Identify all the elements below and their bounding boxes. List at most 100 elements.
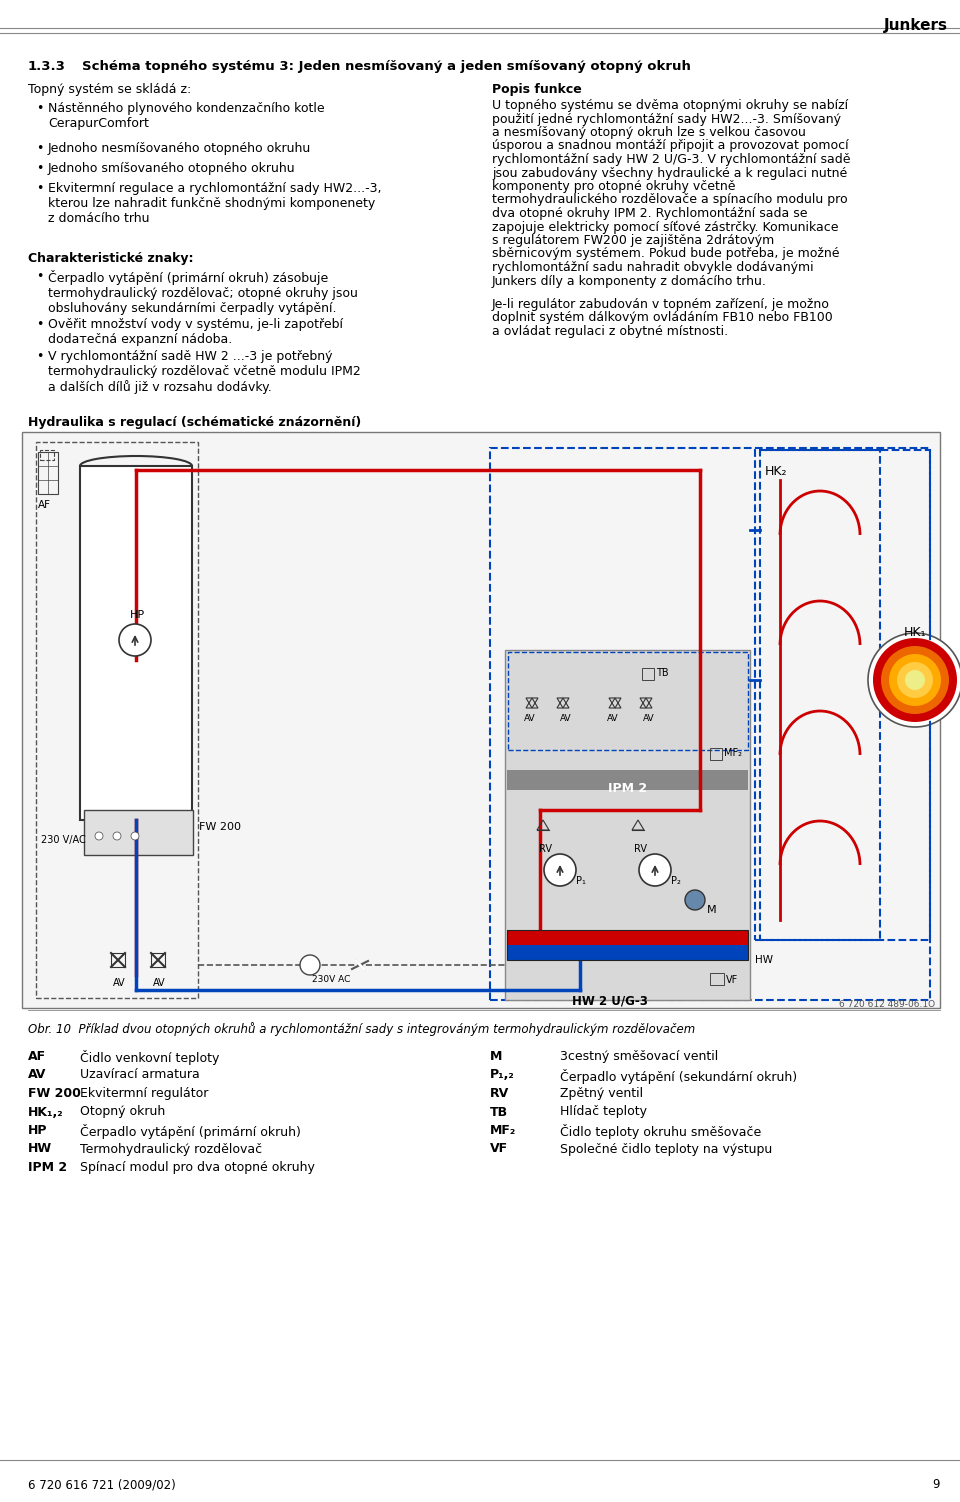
Text: •: • bbox=[36, 270, 43, 282]
Text: •: • bbox=[36, 102, 43, 116]
Bar bbox=[111, 952, 125, 967]
Bar bbox=[490, 448, 930, 1000]
Text: •: • bbox=[36, 318, 43, 330]
Text: sběrnicovým systémem. Pokud bude potřeba, je možné: sběrnicovým systémem. Pokud bude potřeba… bbox=[492, 248, 839, 260]
Circle shape bbox=[113, 832, 121, 840]
Bar bbox=[760, 451, 880, 940]
Text: MF₂: MF₂ bbox=[724, 748, 742, 759]
Bar bbox=[507, 930, 748, 960]
Text: HW 2 U/G-3: HW 2 U/G-3 bbox=[572, 994, 648, 1008]
Text: Hydraulika s regulací (schématické znázornění): Hydraulika s regulací (schématické znázo… bbox=[28, 416, 361, 430]
Text: Čerpadlo vytápění (sekundární okruh): Čerpadlo vytápění (sekundární okruh) bbox=[560, 1068, 797, 1083]
Circle shape bbox=[544, 855, 576, 886]
Text: RV: RV bbox=[539, 844, 552, 855]
Text: P₂: P₂ bbox=[671, 876, 681, 886]
Text: VF: VF bbox=[726, 975, 738, 985]
Text: komponenty pro otopné okruhy včetně: komponenty pro otopné okruhy včetně bbox=[492, 180, 735, 192]
Text: MF₂: MF₂ bbox=[490, 1123, 516, 1137]
Text: M: M bbox=[490, 1050, 502, 1063]
Circle shape bbox=[868, 632, 960, 727]
Text: Společné čidlo teploty na výstupu: Společné čidlo teploty na výstupu bbox=[560, 1143, 772, 1155]
Text: •: • bbox=[36, 350, 43, 363]
Text: Ekvitermní regulátor: Ekvitermní regulátor bbox=[80, 1087, 208, 1099]
Text: 6 720 612 489-06.1O: 6 720 612 489-06.1O bbox=[839, 1000, 935, 1009]
Text: TB: TB bbox=[490, 1105, 508, 1119]
Text: HW: HW bbox=[755, 955, 773, 964]
Text: Jednoho nesmíšovaného otopného okruhu: Jednoho nesmíšovaného otopného okruhu bbox=[48, 143, 311, 155]
Circle shape bbox=[119, 623, 151, 656]
Text: Otopný okruh: Otopný okruh bbox=[80, 1105, 165, 1119]
Text: AV: AV bbox=[524, 713, 536, 722]
Circle shape bbox=[881, 646, 949, 713]
Circle shape bbox=[889, 653, 941, 706]
Text: AF: AF bbox=[38, 500, 51, 511]
Text: Hlídač teploty: Hlídač teploty bbox=[560, 1105, 647, 1119]
Text: Obr. 10  Příklad dvou otopných okruhů a rychlomontážní sady s integrováným termo: Obr. 10 Příklad dvou otopných okruhů a r… bbox=[28, 1021, 695, 1036]
Text: AV: AV bbox=[28, 1068, 46, 1081]
Text: AF: AF bbox=[28, 1050, 46, 1063]
Circle shape bbox=[905, 670, 925, 689]
Text: úsporou a snadnou montáží připojit a provozovat pomocí: úsporou a snadnou montáží připojit a pro… bbox=[492, 140, 849, 153]
Text: RV: RV bbox=[634, 844, 647, 855]
Text: IPM 2: IPM 2 bbox=[608, 783, 647, 795]
Text: 1.3.3: 1.3.3 bbox=[28, 60, 66, 74]
Bar bbox=[84, 810, 193, 855]
Text: AV: AV bbox=[643, 713, 655, 722]
Text: M: M bbox=[707, 906, 716, 915]
Bar bbox=[710, 748, 722, 760]
Circle shape bbox=[300, 955, 320, 975]
Text: VF: VF bbox=[490, 1143, 508, 1155]
Text: Ověřit množství vody v systému, je-li zapotřebí
dodатеčná expanzní nádoba.: Ověřit množství vody v systému, je-li za… bbox=[48, 318, 343, 345]
Text: P₁,₂: P₁,₂ bbox=[490, 1068, 515, 1081]
Text: Zpětný ventil: Zpětný ventil bbox=[560, 1087, 643, 1099]
Text: HK₂: HK₂ bbox=[765, 466, 787, 478]
Text: Jednoho smíšovaného otopného okruhu: Jednoho smíšovaného otopného okruhu bbox=[48, 162, 296, 176]
Bar bbox=[507, 930, 748, 945]
Text: AV: AV bbox=[560, 713, 571, 722]
Circle shape bbox=[95, 832, 103, 840]
Text: Je-li regulátor zabudován v topném zařízení, je možno: Je-li regulátor zabudován v topném zaříz… bbox=[492, 297, 829, 311]
Text: TB: TB bbox=[656, 668, 668, 677]
Text: termohydraulického rozdělovače a spínacího modulu pro: termohydraulického rozdělovače a spínací… bbox=[492, 194, 848, 206]
Text: Termohydraulický rozdělovač: Termohydraulický rozdělovač bbox=[80, 1143, 262, 1155]
Text: Junkers: Junkers bbox=[884, 18, 948, 33]
Circle shape bbox=[639, 855, 671, 886]
Text: 230V AC: 230V AC bbox=[312, 975, 350, 984]
Text: Charakteristické znaky:: Charakteristické znaky: bbox=[28, 252, 194, 264]
Text: a nesmíšovaný otopný okruh lze s velkou časovou: a nesmíšovaný otopný okruh lze s velkou … bbox=[492, 126, 805, 140]
Text: RV: RV bbox=[490, 1087, 509, 1099]
Text: •: • bbox=[36, 162, 43, 176]
Text: IPM 2: IPM 2 bbox=[28, 1161, 67, 1175]
Bar bbox=[80, 466, 192, 820]
Bar bbox=[508, 652, 748, 749]
Text: HP: HP bbox=[130, 610, 145, 620]
Text: HW: HW bbox=[28, 1143, 52, 1155]
Text: Ekvitermní regulace a rychlomontážní sady HW2...-3,
kterou lze nahradit funkčně : Ekvitermní regulace a rychlomontážní sad… bbox=[48, 182, 381, 225]
Bar bbox=[40, 451, 54, 460]
Text: Čidlo teploty okruhu směšovače: Čidlo teploty okruhu směšovače bbox=[560, 1123, 761, 1139]
Text: •: • bbox=[36, 143, 43, 155]
Circle shape bbox=[897, 662, 933, 698]
Text: Čerpadlo vytápění (primární okruh): Čerpadlo vytápění (primární okruh) bbox=[80, 1123, 300, 1139]
Bar bbox=[642, 668, 654, 680]
Text: FW 200: FW 200 bbox=[28, 1087, 81, 1099]
Text: Nástěnného plynového kondenzačního kotle
CerapurComfort: Nástěnného plynového kondenzačního kotle… bbox=[48, 102, 324, 131]
Circle shape bbox=[131, 832, 139, 840]
Bar bbox=[36, 442, 198, 997]
Text: jsou zabudovány všechny hydraulické a k regulaci nutné: jsou zabudovány všechny hydraulické a k … bbox=[492, 167, 848, 180]
Text: 6 720 616 721 (2009/02): 6 720 616 721 (2009/02) bbox=[28, 1478, 176, 1491]
Text: a ovládat regulaci z obytné místnosti.: a ovládat regulaci z obytné místnosti. bbox=[492, 324, 728, 338]
Text: V rychlomontážní sadě HW 2 ...-3 je potřebný
termohydraulický rozdělovač včetně : V rychlomontážní sadě HW 2 ...-3 je potř… bbox=[48, 350, 361, 394]
Text: zapojuje elektricky pomocí síťové zástrčky. Komunikace: zapojuje elektricky pomocí síťové zástrč… bbox=[492, 221, 838, 234]
Text: rychlomontážní sady HW 2 U/G-3. V rychlomontážní sadě: rychlomontážní sady HW 2 U/G-3. V rychlo… bbox=[492, 153, 851, 167]
Text: U topného systému se dvěma otopnými okruhy se nabízí: U topného systému se dvěma otopnými okru… bbox=[492, 99, 848, 113]
Bar bbox=[507, 771, 748, 790]
Text: Junkers díly a komponenty z domácího trhu.: Junkers díly a komponenty z domácího trh… bbox=[492, 275, 767, 287]
Text: Topný systém se skládá z:: Topný systém se skládá z: bbox=[28, 83, 191, 96]
Text: Popis funkce: Popis funkce bbox=[492, 83, 582, 96]
Text: AV: AV bbox=[113, 978, 126, 988]
Text: 3cestný směšovací ventil: 3cestný směšovací ventil bbox=[560, 1050, 718, 1063]
Bar bbox=[755, 451, 930, 940]
Text: Schéma topného systému 3: Jeden nesmíšovaný a jeden smíšovaný otopný okruh: Schéma topného systému 3: Jeden nesmíšov… bbox=[82, 60, 691, 74]
Text: Čidlo venkovní teploty: Čidlo venkovní teploty bbox=[80, 1050, 220, 1065]
